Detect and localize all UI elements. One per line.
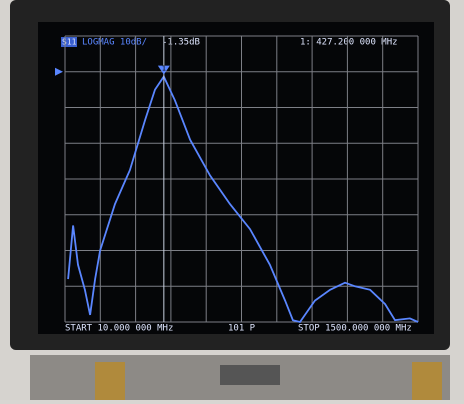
switch (220, 365, 280, 385)
start-label: START 10.000 000 MHz (65, 324, 173, 334)
marker-value: -1.35dB (162, 38, 200, 48)
stop-label: STOP 1500.000 000 MHz (298, 324, 412, 334)
connector-left (95, 362, 125, 400)
screen (38, 22, 434, 334)
channel-label: S11 (62, 38, 77, 47)
format-label: LOGMAG 10dB/ (82, 38, 147, 48)
points-label: 101 P (228, 324, 256, 334)
device-photo: S11 LOGMAG 10dB/ -1.35dB 1: 427.200 000 … (0, 0, 464, 400)
page: {"chart_data": {"type": "line", "channel… (0, 0, 464, 400)
marker-label: 1 (162, 65, 166, 73)
connector-right (412, 362, 442, 400)
